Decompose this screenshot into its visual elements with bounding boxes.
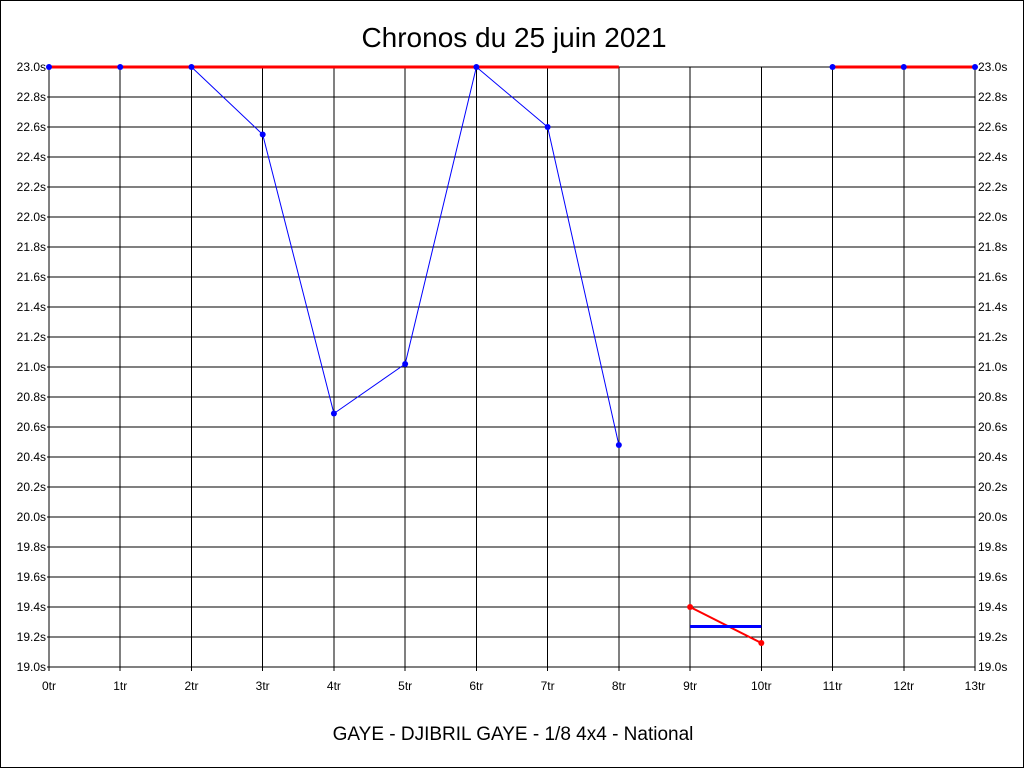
y-tick-label-right: 21.8s (978, 240, 1007, 254)
y-tick-label-right: 21.2s (978, 330, 1007, 344)
data-point (117, 64, 124, 70)
y-tick-label-left: 22.6s (17, 120, 46, 134)
y-tick-label-right: 23.0s (978, 60, 1007, 74)
y-tick-label-left: 20.0s (17, 510, 46, 524)
x-tick-label: 2tr (184, 679, 198, 693)
y-tick-label-right: 22.6s (978, 120, 1007, 134)
data-point (544, 124, 551, 130)
y-tick-label-right: 20.2s (978, 480, 1007, 494)
y-tick-label-right: 21.4s (978, 300, 1007, 314)
grid (47, 66, 976, 671)
y-tick-label-right: 20.6s (978, 420, 1007, 434)
y-tick-label-right: 22.2s (978, 180, 1007, 194)
y-tick-label-left: 20.4s (17, 450, 46, 464)
y-tick-label-right: 19.6s (978, 570, 1007, 584)
data-point (615, 442, 622, 448)
data-point (330, 410, 337, 417)
y-tick-label-left: 22.2s (17, 180, 46, 194)
y-tick-label-left: 19.2s (17, 630, 46, 644)
x-tick-label: 12tr (893, 679, 914, 693)
y-tick-label-right: 21.6s (978, 270, 1007, 284)
x-tick-label: 7tr (541, 679, 555, 693)
y-tick-label-right: 19.2s (978, 630, 1007, 644)
y-tick-label-left: 21.8s (17, 240, 46, 254)
y-tick-label-left: 23.0s (17, 60, 46, 74)
x-tick-label: 13tr (965, 679, 986, 693)
data-point (46, 64, 52, 70)
y-tick-label-right: 20.0s (978, 510, 1007, 524)
y-tick-label-left: 22.8s (17, 90, 46, 104)
y-tick-label-right: 22.8s (978, 90, 1007, 104)
y-tick-label-right: 21.0s (978, 360, 1007, 374)
y-tick-label-right: 19.0s (978, 660, 1007, 674)
x-tick-label: 4tr (327, 679, 341, 693)
data-point (758, 640, 765, 646)
data-point (972, 64, 978, 70)
y-tick-label-right: 22.0s (978, 210, 1007, 224)
x-tick-label: 9tr (683, 679, 697, 693)
x-tick-label: 11tr (823, 679, 843, 693)
data-point (188, 64, 195, 70)
data-point (900, 64, 907, 70)
series-layer (46, 64, 978, 646)
y-tick-label-right: 20.4s (978, 450, 1007, 464)
y-tick-label-left: 21.6s (17, 270, 46, 284)
x-tick-label: 10tr (751, 679, 772, 693)
x-tick-label: 1tr (113, 679, 127, 693)
x-tick-label: 3tr (256, 679, 270, 693)
x-tick-label: 5tr (398, 679, 412, 693)
x-tick-label: 6tr (469, 679, 483, 693)
y-tick-label-left: 20.6s (17, 420, 46, 434)
y-tick-label-left: 22.4s (17, 150, 46, 164)
y-tick-label-right: 20.8s (978, 390, 1007, 404)
x-tick-label: 0tr (42, 679, 56, 693)
chart-title: Chronos du 25 juin 2021 (361, 22, 666, 53)
chart-subtitle: GAYE - DJIBRIL GAYE - 1/8 4x4 - National (333, 724, 694, 745)
data-point (687, 604, 694, 610)
y-tick-label-left: 19.0s (17, 660, 46, 674)
y-tick-label-right: 22.4s (978, 150, 1007, 164)
y-tick-label-left: 20.8s (17, 390, 46, 404)
data-point (829, 64, 836, 70)
y-tick-label-left: 20.2s (17, 480, 46, 494)
y-tick-label-left: 21.2s (17, 330, 46, 344)
y-tick-label-left: 19.4s (17, 600, 46, 614)
x-tick-label: 8tr (612, 679, 626, 693)
y-tick-label-right: 19.4s (978, 600, 1007, 614)
y-tick-label-left: 22.0s (17, 210, 46, 224)
axis-labels: 19.0s 19.0s 19.2s 19.2s 19.4s 19.4s 19.6s 19.6s… (17, 60, 1008, 693)
y-tick-label-left: 19.8s (17, 540, 46, 554)
y-tick-label-left: 21.0s (17, 360, 46, 374)
y-tick-label-left: 21.4s (17, 300, 46, 314)
y-tick-label-right: 19.8s (978, 540, 1007, 554)
data-point (473, 64, 480, 70)
y-tick-label-left: 19.6s (17, 570, 46, 584)
data-point (259, 131, 266, 138)
data-point (402, 361, 409, 367)
